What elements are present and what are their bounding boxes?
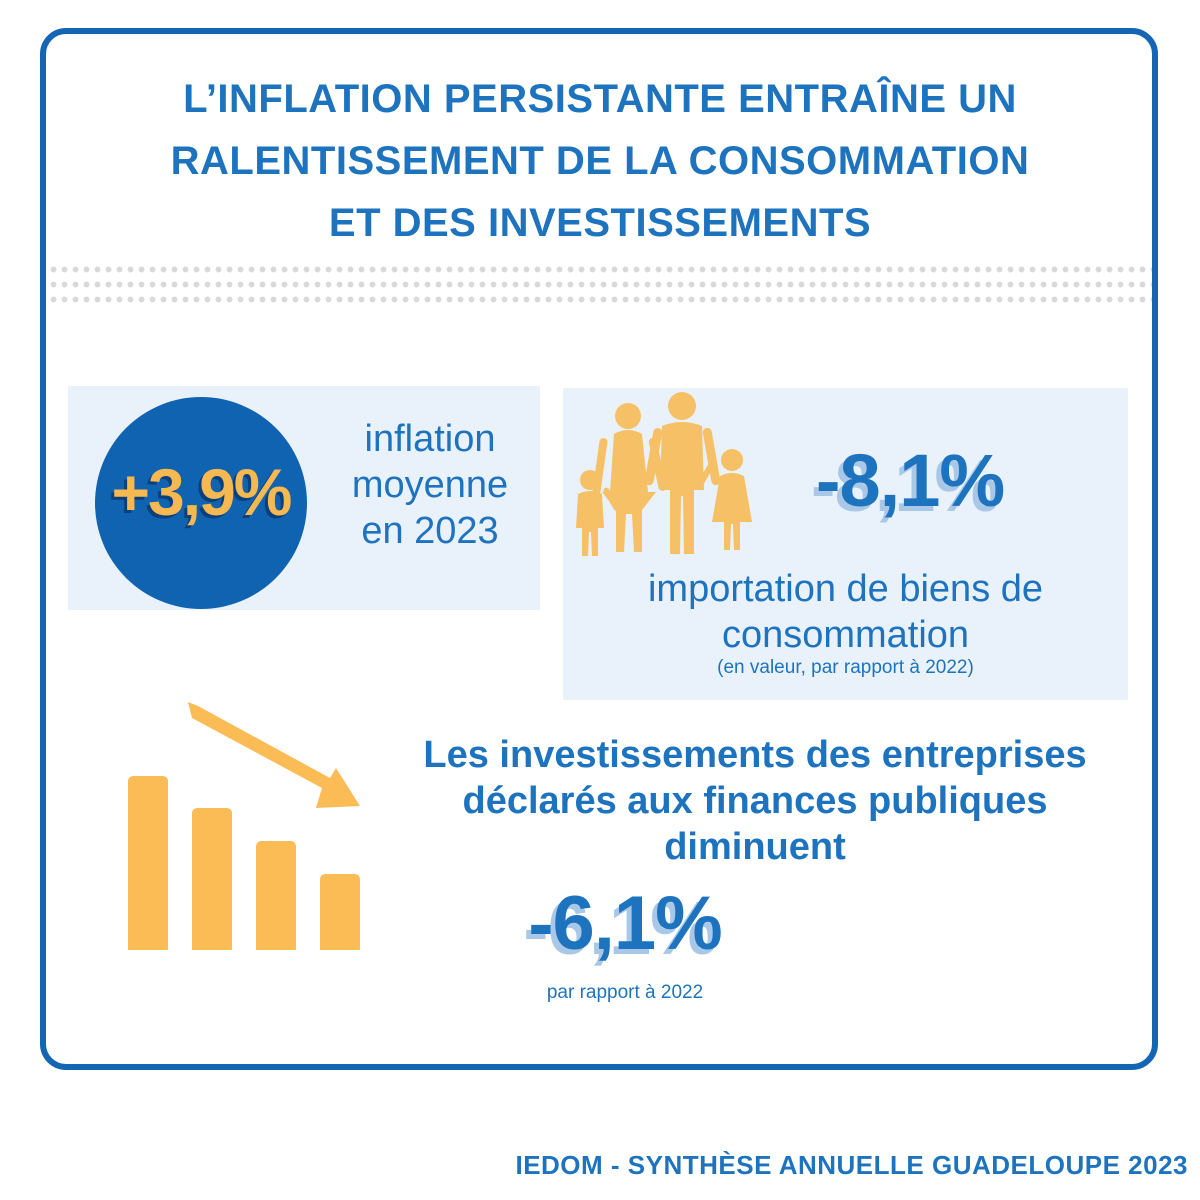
inflation-label: inflation moyenne en 2023 — [330, 416, 530, 554]
footer-source: IEDOM - SYNTHÈSE ANNUELLE GUADELOUPE 202… — [515, 1150, 1188, 1180]
investment-title-line-3: diminuent — [664, 826, 846, 868]
investment-note: par rapport à 2022 — [546, 982, 704, 1003]
investment-title-line-2: déclarés aux finances publiques — [462, 780, 1048, 822]
inflation-label-line-1: inflation — [364, 418, 496, 460]
imports-note: (en valeur, par rapport à 2022) — [717, 657, 974, 678]
investment-title-line-1: Les investissements des entreprises — [423, 734, 1087, 776]
inflation-label-line-3: en 2023 — [361, 510, 499, 552]
investment-title: Les investissements des entreprises décl… — [380, 732, 1130, 870]
page-title: L’INFLATION PERSISTANTE ENTRAÎNE UN RALE… — [60, 68, 1140, 254]
inflation-label-line-2: moyenne — [351, 464, 509, 506]
imports-label-line-2: consommation — [721, 614, 970, 656]
imports-value: -8,1% — [815, 439, 1005, 522]
declining-bars-arrow-icon — [128, 702, 360, 950]
dotted-divider — [48, 262, 1152, 308]
imports-label: importation de biens de consommation — [563, 566, 1128, 658]
title-line-3: ET DES INVESTISSEMENTS — [328, 201, 872, 245]
title-line-2: RALENTISSEMENT DE LA CONSOMMATION — [170, 139, 1030, 183]
inflation-circle — [95, 397, 307, 609]
family-icon — [576, 392, 752, 556]
inflation-value: +3,9% — [111, 455, 293, 529]
investment-value: -6,1% — [528, 881, 723, 966]
imports-label-line-1: importation de biens de — [647, 568, 1044, 610]
title-line-1: L’INFLATION PERSISTANTE ENTRAÎNE UN — [183, 77, 1017, 121]
